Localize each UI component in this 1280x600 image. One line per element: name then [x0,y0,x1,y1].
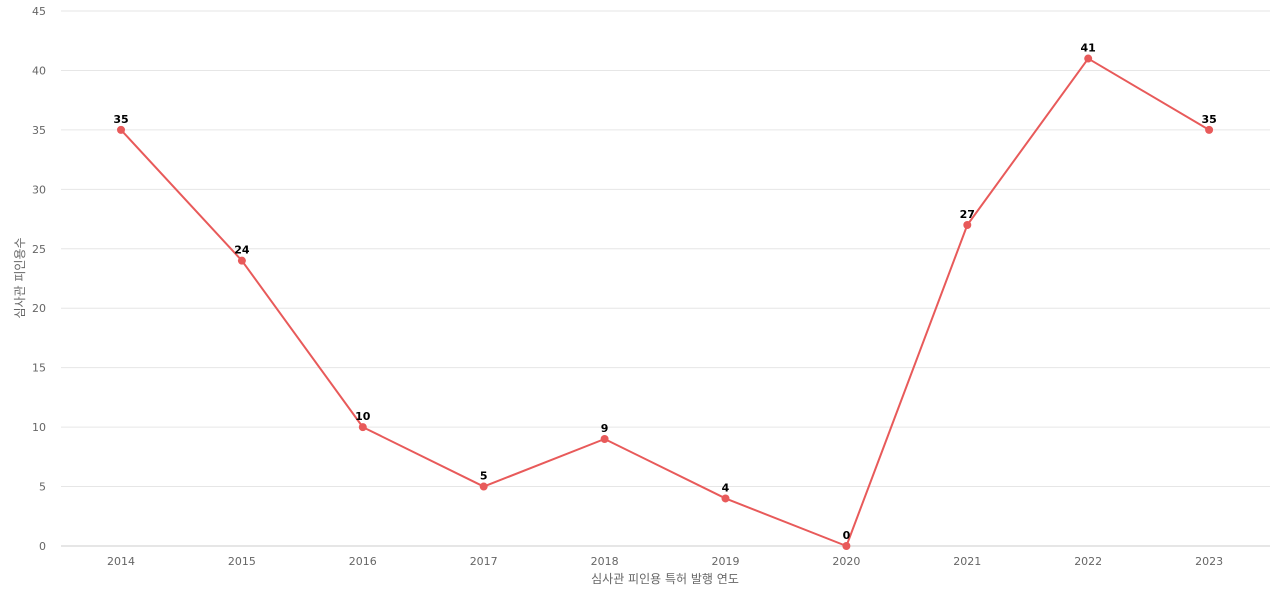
x-tick-label: 2022 [1074,555,1102,568]
y-tick-label: 0 [39,540,46,553]
y-tick-label: 30 [32,183,46,196]
x-tick-label: 2014 [107,555,135,568]
y-tick-label: 35 [32,124,46,137]
x-tick-label: 2021 [953,555,981,568]
x-tick-label: 2018 [591,555,619,568]
x-axis-title: 심사관 피인용 특허 발행 연도 [591,571,739,586]
series-layer [117,54,1214,550]
data-label: 27 [960,208,975,221]
data-point[interactable] [117,125,125,134]
grid-lines [61,10,1270,547]
y-tick-label: 40 [32,64,46,77]
series-line [120,57,1210,547]
y-tick-label: 5 [39,481,46,494]
data-labels: 35 24 10 5 9 4 0 27 41 35 [113,42,1216,542]
data-point[interactable] [479,482,488,491]
y-tick-label: 10 [32,421,46,434]
data-label: 0 [843,529,851,542]
y-tick-label: 15 [32,362,46,375]
data-point[interactable] [1084,54,1093,63]
y-axis-title: 심사관 피인용수 [13,237,27,318]
data-point[interactable] [721,494,730,503]
x-tick-label: 2020 [832,555,860,568]
data-label: 4 [722,481,730,494]
y-tick-label: 45 [32,5,46,18]
data-point[interactable] [358,423,367,432]
data-point[interactable] [237,256,246,265]
x-tick-label: 2015 [228,555,256,568]
y-tick-label: 20 [32,302,46,315]
x-tick-label: 2023 [1195,555,1223,568]
data-label: 5 [480,470,488,483]
x-tick-label: 2016 [349,555,377,568]
x-axis-ticks: 2014 2015 2016 2017 2018 2019 2020 2021 2022 2023 [107,555,1223,568]
x-tick-label: 2019 [712,555,740,568]
data-point[interactable] [842,542,851,550]
data-label: 9 [601,422,609,435]
data-label: 35 [1201,113,1216,126]
data-label: 24 [234,244,250,257]
data-label: 41 [1081,42,1096,55]
data-point[interactable] [963,221,972,229]
data-label: 35 [113,113,128,126]
x-tick-label: 2017 [470,555,498,568]
y-tick-label: 25 [32,243,46,256]
data-point[interactable] [1205,125,1214,134]
y-axis-ticks: 0 5 10 15 20 25 30 35 40 45 [32,5,46,553]
data-label: 10 [355,410,371,423]
data-point[interactable] [600,435,609,443]
